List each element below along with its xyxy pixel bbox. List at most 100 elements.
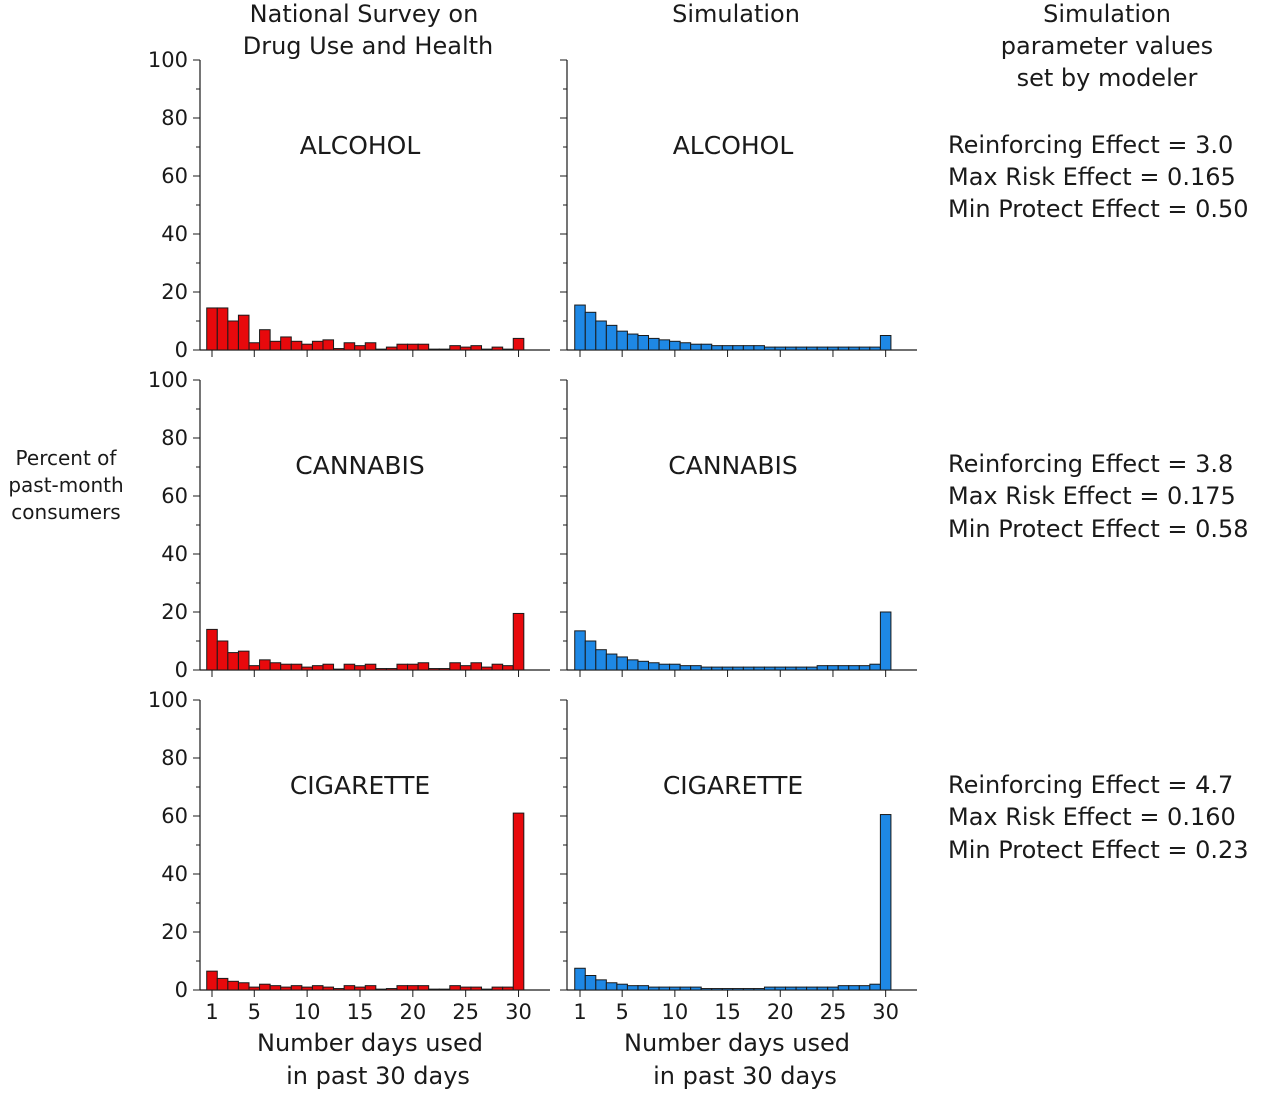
bar bbox=[848, 985, 860, 991]
bar bbox=[354, 665, 366, 671]
bar bbox=[774, 346, 787, 351]
bar bbox=[301, 666, 313, 671]
bar bbox=[481, 666, 493, 671]
bar bbox=[753, 988, 765, 991]
bar bbox=[637, 985, 650, 991]
bar bbox=[216, 307, 229, 351]
bar bbox=[616, 983, 628, 991]
y-tick-label: 0 bbox=[175, 658, 188, 682]
y-tick-label: 80 bbox=[161, 426, 188, 450]
bar bbox=[417, 662, 430, 671]
x-tick-label: 5 bbox=[248, 1000, 261, 1024]
bar bbox=[512, 812, 525, 991]
y-tick-label: 40 bbox=[161, 542, 188, 566]
bar bbox=[333, 668, 345, 671]
params-cannabis: Reinforcing Effect = 3.8 Max Risk Effect… bbox=[948, 450, 1249, 543]
bar bbox=[385, 668, 398, 671]
bar bbox=[269, 985, 282, 991]
bar bbox=[806, 986, 818, 991]
y-tick-label: 60 bbox=[161, 804, 188, 828]
bar bbox=[417, 985, 430, 991]
param-line: Max Risk Effect = 0.175 bbox=[948, 482, 1236, 510]
bar bbox=[574, 967, 586, 991]
bar bbox=[669, 340, 681, 351]
bar bbox=[858, 665, 871, 671]
bar bbox=[438, 668, 451, 671]
param-line: Min Protect Effect = 0.50 bbox=[948, 195, 1249, 223]
x-axis-label-survey-line-2: in past 30 days bbox=[286, 1062, 470, 1090]
bar bbox=[626, 659, 639, 671]
bar bbox=[364, 663, 377, 671]
x-tick-label: 30 bbox=[505, 1000, 532, 1024]
bar bbox=[269, 662, 282, 671]
bar bbox=[470, 986, 483, 991]
y-tick-label: 60 bbox=[161, 484, 188, 508]
bar bbox=[375, 348, 387, 351]
bar bbox=[795, 986, 808, 991]
bar bbox=[827, 346, 839, 351]
bar bbox=[438, 988, 451, 991]
bar bbox=[858, 346, 871, 351]
bar bbox=[481, 988, 493, 991]
bar bbox=[732, 666, 744, 671]
bar bbox=[753, 666, 765, 671]
bar bbox=[459, 665, 472, 671]
bar bbox=[753, 345, 765, 351]
bar bbox=[816, 346, 829, 351]
bar bbox=[848, 346, 860, 351]
param-line: Min Protect Effect = 0.23 bbox=[948, 836, 1249, 864]
bar bbox=[280, 986, 292, 991]
bar bbox=[795, 666, 808, 671]
bar bbox=[816, 986, 829, 991]
bar bbox=[491, 663, 504, 671]
bar bbox=[658, 339, 671, 351]
bar bbox=[396, 343, 409, 351]
bar bbox=[595, 320, 607, 351]
bar bbox=[491, 346, 504, 351]
bar bbox=[785, 666, 797, 671]
bar bbox=[679, 342, 692, 351]
bar bbox=[774, 666, 787, 671]
bar bbox=[502, 348, 514, 351]
bar bbox=[879, 335, 892, 351]
bar bbox=[470, 662, 483, 671]
param-line: Min Protect Effect = 0.58 bbox=[948, 515, 1249, 543]
bar bbox=[206, 628, 218, 671]
bar bbox=[648, 986, 660, 991]
y-tick-label: 20 bbox=[161, 280, 188, 304]
x-tick-label: 15 bbox=[714, 1000, 741, 1024]
bar bbox=[711, 988, 723, 991]
bar bbox=[658, 986, 671, 991]
x-tick-label: 15 bbox=[347, 1000, 374, 1024]
bar bbox=[354, 986, 366, 991]
bar bbox=[869, 663, 881, 671]
bar bbox=[470, 345, 483, 351]
bar bbox=[732, 988, 744, 991]
bar bbox=[290, 663, 303, 671]
bar bbox=[237, 314, 250, 351]
bar bbox=[364, 342, 377, 351]
bar bbox=[648, 337, 660, 351]
bar bbox=[605, 653, 618, 671]
bar bbox=[605, 324, 618, 351]
drug-label: CIGARETTE bbox=[663, 771, 803, 800]
y-axis-label-line-3: consumers bbox=[11, 500, 120, 524]
y-tick-label: 20 bbox=[161, 600, 188, 624]
panel-alcohol-survey: 0 20 40 60 80 100 ALCOHOL bbox=[148, 48, 550, 362]
bar bbox=[428, 348, 440, 351]
bar bbox=[216, 640, 229, 671]
bar bbox=[869, 346, 881, 351]
bar bbox=[690, 986, 702, 991]
bar bbox=[322, 986, 335, 991]
bar bbox=[322, 339, 335, 351]
x-tick-label: 20 bbox=[767, 1000, 794, 1024]
bar bbox=[502, 665, 514, 671]
bar bbox=[280, 336, 292, 351]
bar bbox=[700, 988, 713, 991]
bar bbox=[428, 988, 440, 991]
bar bbox=[827, 665, 839, 671]
bar bbox=[385, 988, 398, 991]
x-tick-label: 5 bbox=[615, 1000, 628, 1024]
bar bbox=[354, 345, 366, 351]
drug-label: CANNABIS bbox=[668, 451, 797, 480]
